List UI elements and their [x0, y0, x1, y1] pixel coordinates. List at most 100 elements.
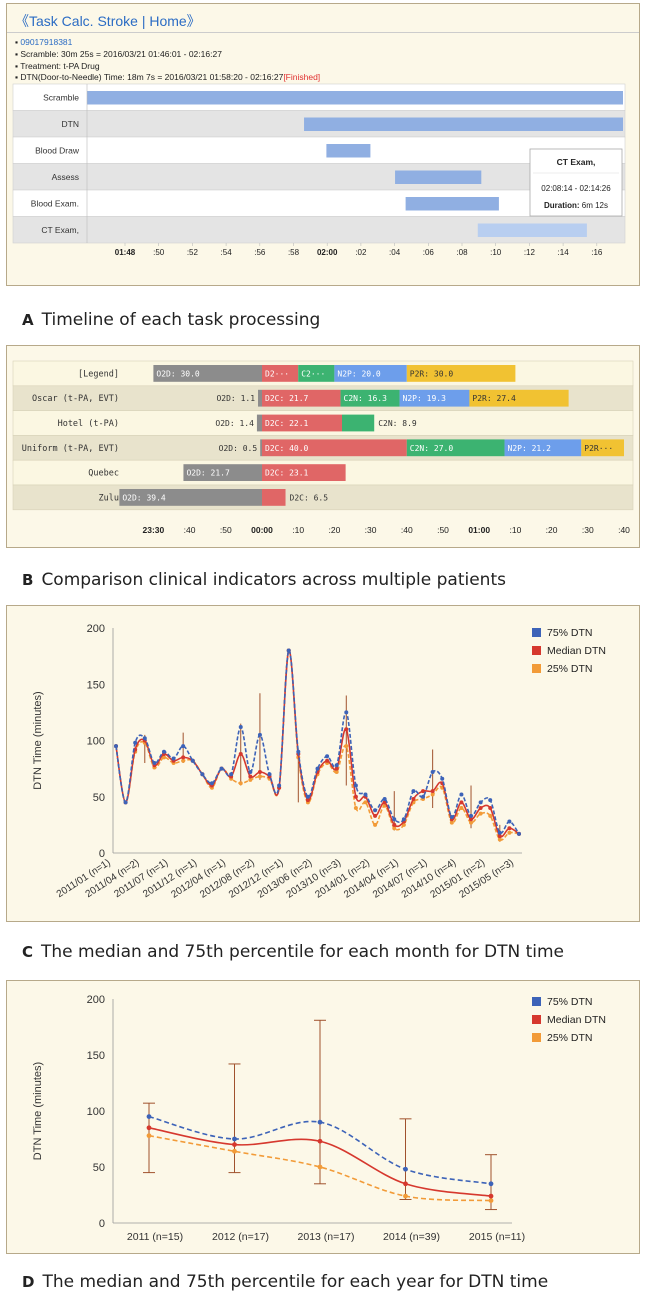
- segment-label-quebec-o2d: O2D: 21.7: [186, 469, 230, 478]
- segment-label-hotel-c2n: C2N: 8.9: [378, 419, 417, 428]
- patient-label-zulu: Zulu: [99, 493, 119, 503]
- comparison-tick-10: :10: [292, 525, 304, 535]
- data-point-25-dtn-41: [507, 830, 512, 835]
- data-point-median-dtn-3: [403, 1181, 408, 1187]
- segment-label-oscar-n2p: N2P: 19.3: [403, 394, 447, 403]
- case-id-link[interactable]: 09017918381: [20, 37, 73, 47]
- series-line-median-dtn: [115, 649, 520, 838]
- legend-swatch-75-dtn: [532, 628, 541, 637]
- x-tick-2011-n-15: 2011 (n=15): [127, 1231, 183, 1243]
- segment-label-uniform-n2p: N2P: 21.2: [508, 444, 552, 453]
- patient-comparison-chart: [Legend] Oscar (t-PA, EVT) Hotel (t-PA) Uni…: [12, 360, 634, 535]
- data-point-75-dtn-7: [181, 744, 186, 749]
- legend-label-median-dtn: Median DTN: [547, 645, 606, 657]
- segment-label-hotel-d2c: D2C: 22.1: [265, 419, 309, 428]
- data-point-25-dtn-38: [478, 811, 483, 816]
- caption-a-letter: A: [22, 311, 34, 329]
- comparison-tick-30: :30: [582, 525, 594, 535]
- task-bar-assess: [395, 170, 482, 184]
- segment-uniform-c2n: [406, 439, 505, 457]
- task-label-blood-draw: Blood Draw: [35, 145, 80, 155]
- time-tick-50: :50: [153, 248, 165, 257]
- data-point-median-dtn-7: [181, 755, 186, 760]
- data-point-75-dtn-2: [317, 1119, 323, 1125]
- caption-c-text: The median and 75th percentile for each …: [41, 942, 564, 962]
- legend-label-75-dtn: 75% DTN: [547, 996, 593, 1008]
- data-point-75-dtn-28: [382, 797, 387, 801]
- segment-hotel-d2c: [262, 414, 343, 432]
- comparison-tick-50: :50: [220, 525, 232, 535]
- data-point-25-dtn-39: [488, 813, 493, 818]
- segment-legend-d2c: [262, 365, 299, 382]
- data-point-median-dtn-36: [459, 800, 464, 805]
- segment-label-legend-n2p: N2P: 20.0: [337, 369, 381, 378]
- data-point-25-dtn-35: [449, 820, 454, 825]
- segment-uniform-n2p: [504, 439, 582, 457]
- yearly-dtn-chart: 0 50 100 150 200 DTN Time (minutes) 2011 (n=15…: [32, 994, 606, 1243]
- data-point-75-dtn-5: [161, 749, 166, 754]
- legend-swatch-median-dtn: [532, 646, 541, 655]
- segment-label-quebec-d2c: D2C: 23.1: [265, 469, 309, 478]
- time-tick-56: :56: [254, 248, 266, 257]
- y-tick-200: 200: [87, 994, 105, 1006]
- data-point-25-dtn-36: [459, 806, 464, 810]
- x-tick-2014-n-39: 2014 (n=39): [383, 1231, 440, 1243]
- y-axis-label: DTN Time (minutes): [32, 691, 44, 789]
- patient-label-oscar-t-pa-evt: Oscar (t-PA, EVT): [32, 394, 119, 404]
- caption-a: A Timeline of each task processing: [22, 310, 320, 330]
- segment-label-oscar-o2d: O2D: 1.1: [216, 394, 255, 403]
- data-point-median-dtn-4: [488, 1193, 494, 1199]
- segment-label-oscar-c2n: C2N: 16.3: [344, 394, 388, 403]
- data-point-median-dtn-31: [411, 797, 416, 801]
- segment-legend-n2p: [334, 365, 407, 382]
- y-tick-200: 200: [87, 623, 105, 635]
- data-point-75-dtn-33: [430, 770, 435, 774]
- data-point-75-dtn-34: [440, 776, 445, 781]
- data-point-75-dtn-19: [296, 749, 301, 754]
- segment-label-oscar-d2c: D2C: 21.7: [265, 394, 309, 403]
- data-point-25-dtn-4: [488, 1198, 494, 1203]
- data-point-75-dtn-3: [142, 736, 147, 741]
- time-tick-14: :14: [558, 248, 570, 257]
- data-point-25-dtn-13: [238, 781, 243, 786]
- task-bar-ct-exam: [477, 223, 587, 237]
- data-point-25-dtn-0: [146, 1133, 152, 1139]
- data-point-median-dtn-32: [421, 789, 426, 794]
- data-point-median-dtn-41: [507, 826, 512, 831]
- y-tick-50: 50: [93, 1162, 105, 1174]
- data-point-median-dtn-15: [257, 770, 262, 774]
- data-point-75-dtn-4: [152, 761, 157, 765]
- data-point-median-dtn-13: [238, 752, 243, 756]
- tooltip-title: CT Exam,: [557, 157, 596, 167]
- segment-legend-c2n: [298, 365, 335, 382]
- data-point-75-dtn-32: [421, 794, 426, 799]
- panel-a-header[interactable]: 《Task Calc. Stroke | Home》: [15, 13, 201, 29]
- data-point-25-dtn-24: [344, 744, 349, 749]
- data-point-75-dtn-39: [488, 798, 493, 803]
- y-axis-label: DTN Time (minutes): [32, 1062, 44, 1160]
- comparison-tick-20: :20: [328, 525, 340, 535]
- segment-label-legend-p2r: P2R: 30.0: [410, 369, 454, 378]
- segment-hotel-c2n: [342, 414, 375, 432]
- patient-label-uniform-t-pa-evt: Uniform (t-PA, EVT): [22, 444, 119, 454]
- panel-d-yearly: 0 50 100 150 200 DTN Time (minutes) 2011 (n=15…: [6, 980, 640, 1254]
- time-tick-16: :16: [591, 248, 603, 257]
- task-label-ct-exam: CT Exam,: [41, 225, 79, 235]
- caption-c: C The median and 75th percentile for each…: [22, 942, 564, 962]
- data-point-median-dtn-14: [248, 774, 253, 779]
- bullet-icon: ▪: [15, 72, 21, 83]
- segment-label-legend-d2c: D2···: [265, 369, 289, 378]
- comparison-tick-40: :40: [618, 525, 630, 535]
- segment-oscar-d2c: [262, 389, 341, 407]
- data-point-75-dtn-14: [248, 770, 253, 774]
- segment-label-legend-o2d: O2D: 30.0: [156, 369, 200, 378]
- data-point-75-dtn-8: [190, 758, 195, 763]
- task-bar-blood-draw: [326, 144, 371, 158]
- data-point-75-dtn-24: [344, 710, 349, 715]
- patient-label-quebec: Quebec: [88, 469, 119, 479]
- finished-badge: [Finished]: [283, 72, 321, 83]
- data-point-25-dtn-37: [469, 820, 474, 825]
- data-point-25-dtn-15: [257, 774, 262, 779]
- data-point-25-dtn-26: [363, 800, 368, 805]
